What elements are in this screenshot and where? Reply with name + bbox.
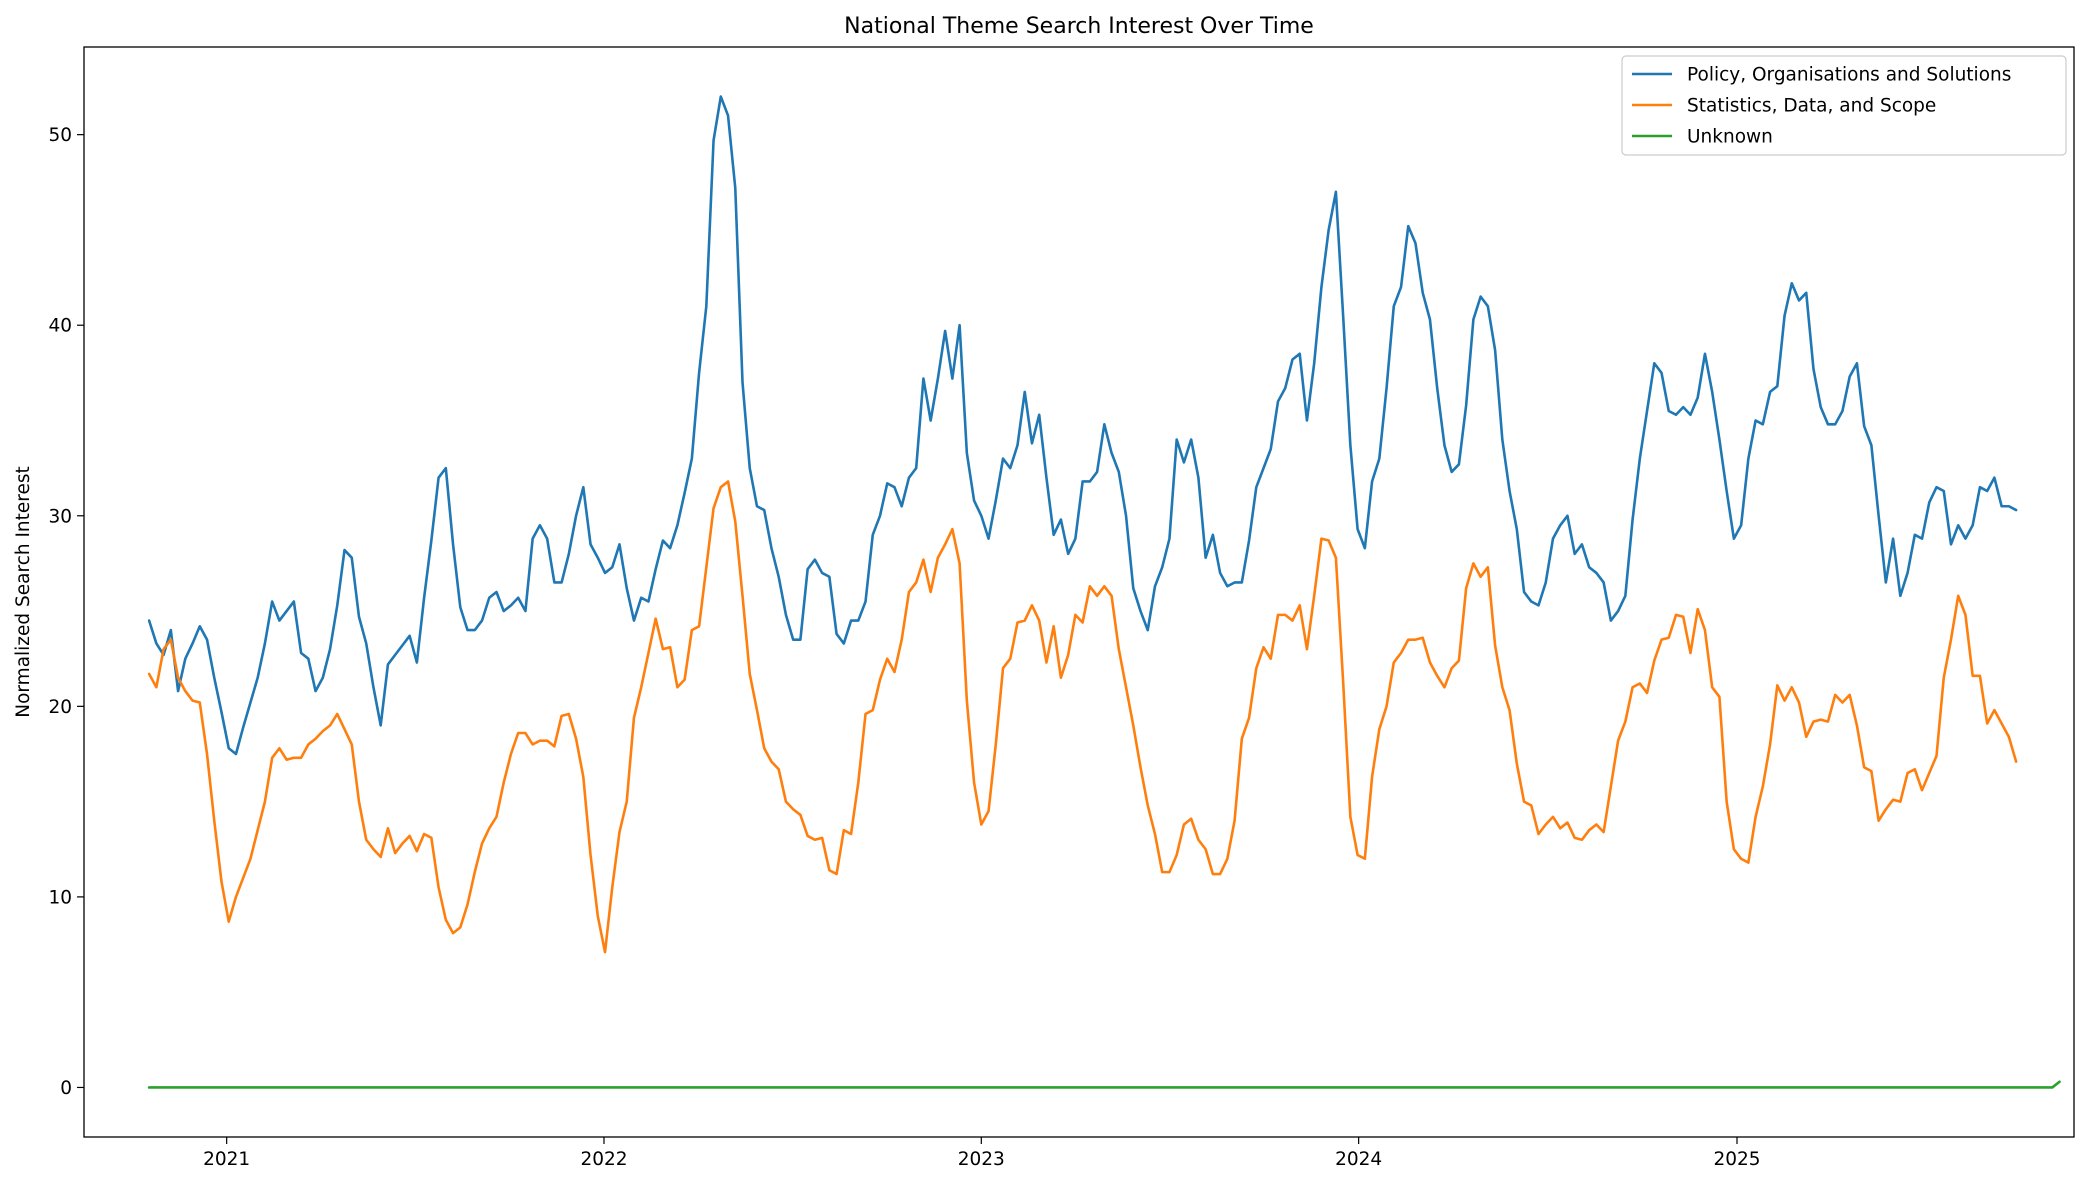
legend-box (1621, 55, 2067, 156)
series-line-2 (147, 1080, 2061, 1089)
legend: Policy, Organisations and Solutions Stati… (1621, 55, 2067, 156)
x-tick-label: 2023 (958, 1149, 1005, 1170)
series-line-0 (147, 95, 2018, 756)
legend-label: Statistics, Data, and Scope (1687, 96, 1936, 117)
y-tick-label: 0 (60, 1078, 72, 1099)
plot-frame (83, 46, 2075, 1138)
x-tick-label: 2025 (1713, 1149, 1760, 1170)
x-tick-label: 2022 (580, 1149, 627, 1170)
x-tick-label: 2024 (1335, 1149, 1382, 1170)
y-axis: 0 10 20 30 40 50 (48, 125, 84, 1099)
series-line-1 (147, 480, 2018, 954)
y-axis-title: Normalized Search Interest (13, 466, 34, 718)
y-tick-label: 10 (48, 887, 72, 908)
x-tick-label: 2021 (203, 1149, 250, 1170)
series-group (147, 95, 2061, 1089)
y-tick-label: 30 (48, 506, 72, 527)
legend-label: Policy, Organisations and Solutions (1687, 65, 2011, 86)
y-tick-label: 40 (48, 316, 72, 337)
x-axis: 2021 2022 2023 2024 2025 (203, 1137, 1761, 1170)
chart-title: National Theme Search Interest Over Time (844, 14, 1314, 39)
y-tick-label: 20 (48, 697, 72, 718)
y-tick-label: 50 (48, 125, 72, 146)
legend-label: Unknown (1687, 127, 1773, 148)
